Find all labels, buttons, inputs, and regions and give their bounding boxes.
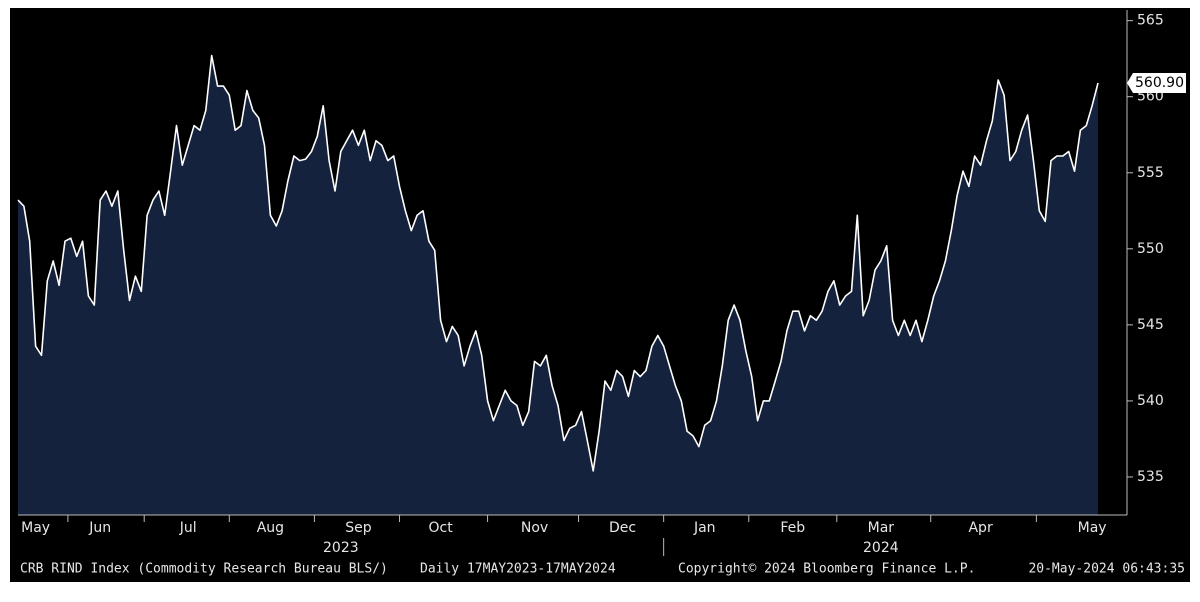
x-tick-label: Mar — [868, 520, 895, 536]
x-tick-label: Oct — [428, 520, 453, 536]
x-tick-label: Sep — [345, 520, 372, 536]
footer-index: CRB RIND Index (Commodity Research Burea… — [20, 562, 388, 577]
footer-range: Daily 17MAY2023-17MAY2024 — [420, 562, 616, 577]
x-tick-label: Feb — [780, 520, 805, 536]
y-tick-label: 555 — [1137, 165, 1164, 181]
footer-copyright: Copyright© 2024 Bloomberg Finance L.P. — [678, 562, 975, 577]
x-tick-label: Jul — [179, 520, 197, 536]
last-value-tag — [1127, 73, 1186, 94]
y-tick-label: 545 — [1137, 317, 1164, 333]
x-tick-label: Aug — [257, 520, 284, 536]
x-tick-label: Nov — [521, 520, 548, 536]
x-tick-label: May — [1078, 520, 1107, 536]
last-value-label: 560.90 — [1135, 75, 1184, 91]
y-tick-label: 550 — [1137, 241, 1164, 257]
x-tick-label: Dec — [609, 520, 636, 536]
footer-timestamp: 20-May-2024 06:43:35 — [1028, 562, 1185, 577]
plot-area — [17, 54, 1099, 515]
y-tick-label: 535 — [1137, 469, 1164, 485]
year-label: 2024 — [863, 540, 899, 556]
y-tick-label: 540 — [1137, 393, 1164, 409]
x-tick-label: Jan — [693, 520, 716, 536]
x-tick-label: Jun — [88, 520, 111, 536]
x-tick-label: Apr — [968, 520, 992, 536]
x-tick-label: May — [21, 520, 50, 536]
line — [17, 54, 1099, 472]
year-label: 2023 — [323, 540, 359, 556]
area — [18, 55, 1098, 515]
y-tick-label: 565 — [1137, 13, 1164, 29]
